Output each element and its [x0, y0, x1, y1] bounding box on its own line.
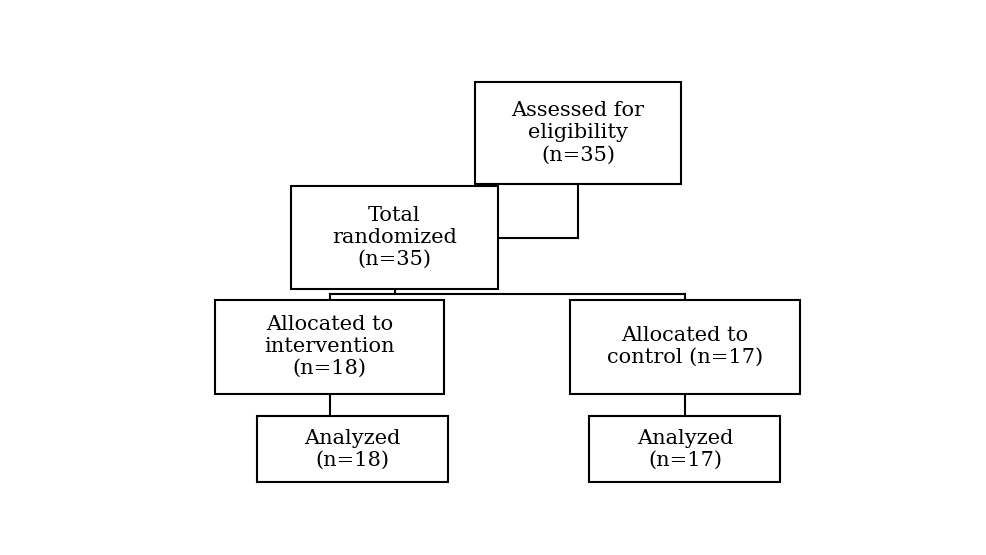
FancyBboxPatch shape: [215, 300, 444, 393]
Text: Assessed for
eligibility
(n=35): Assessed for eligibility (n=35): [512, 102, 645, 164]
FancyBboxPatch shape: [474, 82, 681, 184]
Text: Allocated to
intervention
(n=18): Allocated to intervention (n=18): [264, 315, 394, 378]
Text: Total
randomized
(n=35): Total randomized (n=35): [332, 206, 457, 269]
FancyBboxPatch shape: [257, 416, 448, 482]
FancyBboxPatch shape: [570, 300, 800, 393]
Text: Analyzed
(n=17): Analyzed (n=17): [637, 428, 733, 470]
FancyBboxPatch shape: [291, 186, 498, 289]
FancyBboxPatch shape: [590, 416, 781, 482]
Text: Analyzed
(n=18): Analyzed (n=18): [305, 428, 400, 470]
Text: Allocated to
control (n=17): Allocated to control (n=17): [606, 326, 763, 367]
